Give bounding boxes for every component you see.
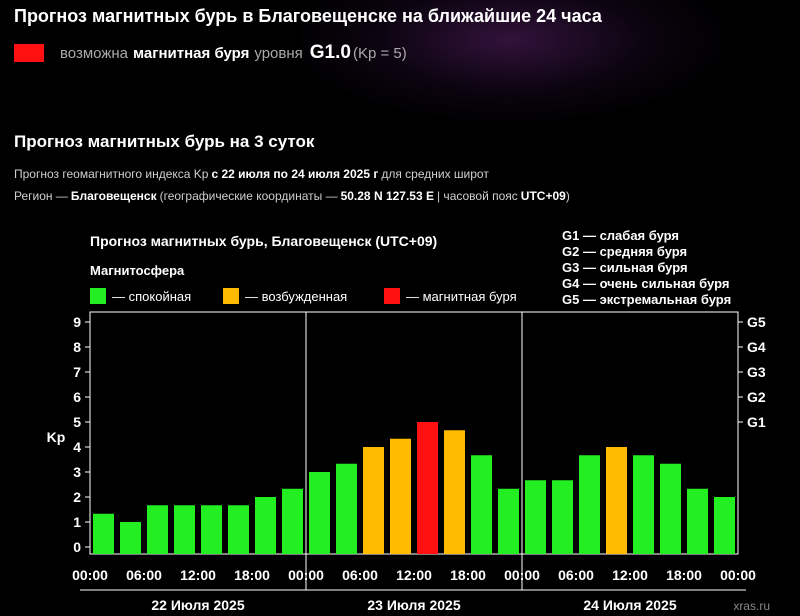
legend-swatch-1 [223,288,239,304]
time-tick-4: 00:00 [288,567,324,583]
alert-prefix: возможна [60,44,128,62]
time-tick-8: 00:00 [504,567,540,583]
y-tick-4: 4 [73,439,81,455]
y-tick-5: 5 [73,414,81,430]
time-tick-7: 18:00 [450,567,486,583]
bar-23 [714,497,735,554]
y-tick-0: 0 [73,539,81,555]
legend-swatch-2 [384,288,400,304]
bar-10 [363,447,384,554]
time-tick-10: 12:00 [612,567,648,583]
period-suffix: для средних широт [381,167,489,181]
bar-11 [390,438,411,554]
g-legend-1: G1 — слабая буря [562,228,679,243]
legend-swatch-0 [90,288,106,304]
time-tick-2: 12:00 [180,567,216,583]
alert-kp: (Kp = 5) [352,44,407,62]
bar-18 [579,455,600,554]
bar-0 [93,513,114,554]
g-tick-1: G1 [747,414,766,430]
period-dates: с 22 июля по 24 июля 2025 г [211,167,379,181]
g-tick-5: G5 [747,314,766,330]
bar-7 [282,488,303,554]
y-tick-2: 2 [73,489,81,505]
storm-alert: возможна магнитная буря уровня G1.0 (Kp … [14,42,412,64]
chart-title: Прогноз магнитных бурь, Благовещенск (UT… [90,233,437,249]
watermark: xras.ru [733,599,770,613]
g-tick-4: G4 [747,339,766,355]
region-coords: 50.28 N 127.53 E [340,189,434,203]
bar-21 [660,463,681,554]
legend-label-0: — спокойная [112,289,191,304]
time-tick-1: 06:00 [126,567,162,583]
bar-22 [687,488,708,554]
time-tick-12: 00:00 [720,567,756,583]
time-tick-0: 00:00 [72,567,108,583]
time-tick-5: 06:00 [342,567,378,583]
region-tz: UTC+09 [520,189,566,203]
period-prefix: Прогноз геомагнитного индекса Kp [14,167,209,181]
bar-5 [228,505,249,554]
region-prefix: Регион — [14,189,68,203]
day-label-2: 24 Июля 2025 [583,597,676,613]
bar-6 [255,497,276,554]
bar-14 [471,455,492,554]
bar-3 [174,505,195,554]
alert-bold: магнитная буря [133,44,250,62]
g-legend-2: G2 — средняя буря [562,244,687,259]
region-end: ) [565,189,570,203]
alert-level-word: уровня [254,44,303,62]
legend-label-1: — возбужденная [245,289,347,304]
time-tick-9: 06:00 [558,567,594,583]
alert-level: G1.0 [309,42,351,63]
bar-8 [309,472,330,554]
y-tick-3: 3 [73,464,81,480]
bar-17 [552,480,573,554]
bar-9 [336,463,357,554]
bar-12 [417,422,438,554]
bar-16 [525,480,546,554]
bar-15 [498,488,519,554]
legend-label-2: — магнитная буря [406,289,517,304]
region-tz-label: | часовой пояс [436,189,518,203]
plot-frame [89,311,739,555]
page-title: Прогноз магнитных бурь в Благовещенске н… [14,6,602,26]
alert-swatch [14,44,44,62]
day-label-1: 23 Июля 2025 [367,597,460,613]
legend-title: Магнитосфера [90,263,185,278]
g-tick-2: G2 [747,389,766,405]
g-tick-3: G3 [747,364,766,380]
time-tick-6: 12:00 [396,567,432,583]
bar-20 [633,455,654,554]
bar-2 [147,505,168,554]
time-tick-11: 18:00 [666,567,702,583]
day-label-0: 22 Июля 2025 [151,597,244,613]
region-info: Регион — Благовещенск (географические коор… [14,189,573,203]
bar-19 [606,447,627,554]
bar-1 [120,522,141,554]
g-legend-4: G4 — очень сильная буря [562,276,729,291]
y-tick-1: 1 [73,514,81,530]
time-tick-3: 18:00 [234,567,270,583]
section-title: Прогноз магнитных бурь на 3 суток [14,132,315,151]
region-mid: (географические координаты — [159,189,338,203]
region-name: Благовещенск [70,189,157,203]
y-tick-7: 7 [73,364,81,380]
forecast-period: Прогноз геомагнитного индекса Kp с 22 июл… [14,167,492,181]
bar-4 [201,505,222,554]
g-legend-5: G5 — экстремальная буря [562,292,731,307]
y-axis-label: Kp [47,429,66,445]
y-tick-8: 8 [73,339,81,355]
g-legend-3: G3 — сильная буря [562,260,688,275]
y-tick-9: 9 [73,314,81,330]
y-tick-6: 6 [73,389,81,405]
bar-13 [444,430,465,554]
